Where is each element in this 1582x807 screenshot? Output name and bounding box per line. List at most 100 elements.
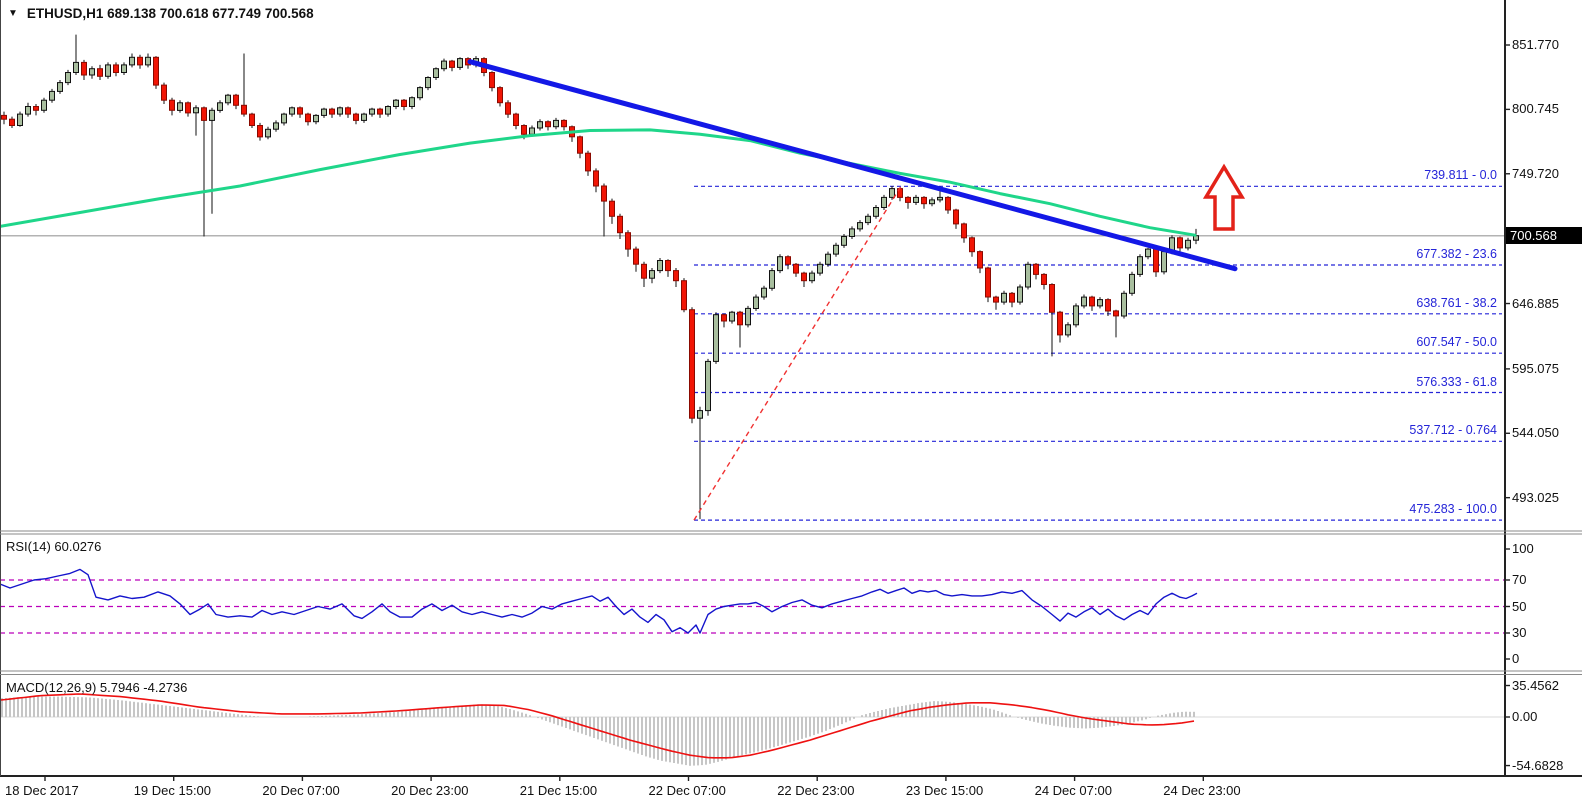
candle-bullish <box>385 106 391 115</box>
macd-bar <box>53 696 55 717</box>
candle-bullish <box>817 263 823 274</box>
candle-bearish <box>257 125 263 138</box>
macd-bar <box>969 704 971 717</box>
macd-bar <box>765 717 767 750</box>
macd-bar <box>213 711 215 717</box>
candle-bearish <box>1113 310 1119 317</box>
fib-level-label: 677.382 - 23.6 <box>1416 247 1497 262</box>
candle-bullish <box>1017 286 1023 303</box>
candle-bullish <box>1129 273 1135 294</box>
candle-bullish <box>937 196 943 201</box>
chart-title: ETHUSD,H1 689.138 700.618 677.749 700.56… <box>26 6 314 21</box>
trend-line[interactable] <box>467 59 1238 272</box>
candle-bearish <box>233 94 239 106</box>
rsi-axis-label: 0 <box>1512 651 1520 666</box>
macd-bar <box>1165 714 1167 717</box>
macd-bar <box>473 704 475 717</box>
macd-bar <box>589 717 591 737</box>
macd-bar <box>1169 713 1171 717</box>
candles <box>1 34 1199 520</box>
macd-bar <box>397 711 399 717</box>
macd-bar <box>321 716 323 717</box>
macd-bar <box>1081 717 1083 729</box>
fibonacci-retracement[interactable] <box>694 185 1502 521</box>
macd-bar <box>125 700 127 717</box>
macd-bar <box>1133 717 1135 723</box>
up-arrow-annotation[interactable] <box>1202 163 1246 231</box>
candle-bullish <box>729 311 735 322</box>
macd-bar <box>709 717 711 764</box>
macd-bar <box>629 717 631 751</box>
macd-bar <box>121 700 123 717</box>
macd-bar <box>801 717 803 739</box>
macd-bar <box>869 713 871 717</box>
macd-bar <box>549 717 551 723</box>
macd-bar <box>381 712 383 717</box>
fib-base-line[interactable] <box>693 185 902 521</box>
candle-bearish <box>353 113 359 121</box>
macd-bar <box>877 711 879 717</box>
time-axis[interactable] <box>0 778 1505 807</box>
macd-bar <box>61 696 63 717</box>
candle-bearish <box>689 309 695 419</box>
macd-bar <box>1009 715 1011 717</box>
macd-bar <box>1061 717 1063 727</box>
chart-menu-arrow-icon[interactable]: ▼ <box>8 7 18 19</box>
macd-bar <box>21 697 23 717</box>
macd-bar <box>41 696 43 717</box>
macd-bar <box>977 706 979 717</box>
candle-bearish <box>449 60 455 68</box>
macd-bar <box>85 697 87 717</box>
candle-bearish <box>305 113 311 123</box>
macd-bar <box>997 711 999 717</box>
time-axis-label: 20 Dec 07:00 <box>262 783 340 798</box>
price-axis[interactable] <box>1506 0 1582 776</box>
macd-bar <box>993 709 995 717</box>
macd-axis-label: 35.4562 <box>1512 677 1559 693</box>
candle-bullish <box>553 119 559 128</box>
macd-bar <box>689 717 691 766</box>
macd-bar <box>677 717 679 764</box>
macd-bar <box>1049 717 1051 725</box>
candle-bullish <box>417 87 423 99</box>
macd-bar <box>257 716 259 717</box>
macd-bar <box>69 696 71 717</box>
macd-bar <box>1145 717 1147 720</box>
candle-bullish <box>65 72 71 84</box>
candle-bearish <box>401 99 407 107</box>
macd-bar <box>985 707 987 717</box>
macd-bar <box>1181 711 1183 717</box>
candle-bearish <box>1 114 7 120</box>
current-price-badge: 700.568 <box>1506 227 1582 245</box>
rsi-axis-label: 100 <box>1512 541 1534 556</box>
macd-bar <box>141 702 143 717</box>
candle-bullish <box>753 296 759 310</box>
macd-signal-line <box>0 693 1195 759</box>
macd-bar <box>721 717 723 761</box>
macd-bar <box>417 710 419 717</box>
macd-bar <box>613 717 615 746</box>
macd-bar <box>881 710 883 717</box>
candle-bearish <box>977 251 983 269</box>
macd-bar <box>865 714 867 717</box>
macd-bar <box>941 701 943 717</box>
macd-bar <box>685 717 687 766</box>
macd-bar <box>813 717 815 736</box>
macd-bar <box>1105 717 1107 727</box>
candle-bearish <box>201 107 207 121</box>
candle-bearish <box>673 270 679 282</box>
macd-bar <box>1033 717 1035 722</box>
macd-bar <box>749 717 751 754</box>
rsi-indicator-label: RSI(14) 60.0276 <box>6 539 102 554</box>
macd-bar <box>737 717 739 757</box>
candle-bullish <box>273 122 279 130</box>
candle-bearish <box>961 223 967 239</box>
candle-bearish <box>921 196 927 205</box>
candle-bearish <box>185 102 191 114</box>
macd-bar <box>501 707 503 717</box>
macd-bar <box>309 716 311 717</box>
fib-level-label: 537.712 - 0.764 <box>1409 423 1497 438</box>
candle-bullish <box>121 64 127 74</box>
